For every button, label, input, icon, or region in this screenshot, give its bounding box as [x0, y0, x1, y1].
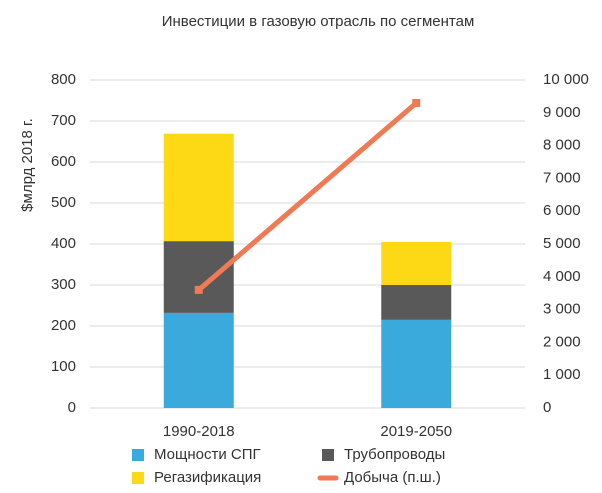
legend-label: Мощности СПГ: [154, 446, 261, 463]
y-tick-label: 700: [51, 112, 76, 129]
legend-swatch: [132, 449, 144, 461]
bar-segment: [163, 133, 234, 242]
y-tick-label: 400: [51, 235, 76, 252]
chart-title: Инвестиции в газовую отрасль по сегмента…: [162, 13, 475, 30]
y2-tick-label: 7 000: [543, 169, 581, 186]
line-marker: [412, 98, 421, 107]
x-tick-label: 2019-2050: [380, 423, 452, 440]
y2-tick-label: 1 000: [543, 366, 581, 383]
y2-tick-label: 4 000: [543, 268, 581, 285]
y-tick-label: 500: [51, 194, 76, 211]
y-tick-label: 100: [51, 358, 76, 375]
line-marker: [194, 285, 203, 294]
bar-segment: [163, 241, 234, 313]
y2-tick-label: 10 000: [543, 71, 589, 88]
y-tick-label: 600: [51, 153, 76, 170]
y-tick-label: 200: [51, 317, 76, 334]
bar-segment: [163, 312, 234, 408]
legend-swatch: [132, 472, 144, 484]
line: [197, 101, 418, 292]
y2-tick-label: 5 000: [543, 235, 581, 252]
y-tick-label: 300: [51, 276, 76, 293]
bar-segment: [381, 319, 452, 408]
y-tick-label: 800: [51, 71, 76, 88]
y2-tick-label: 3 000: [543, 301, 581, 318]
legend-label: Добыча (п.ш.): [344, 469, 441, 486]
y2-tick-label: 2 000: [543, 333, 581, 350]
legend-label: Трубопроводы: [344, 446, 445, 463]
x-tick-label: 1990-2018: [163, 423, 235, 440]
y2-tick-label: 8 000: [543, 137, 581, 154]
y2-tick-label: 9 000: [543, 104, 581, 121]
y-tick-label: 0: [68, 399, 76, 416]
legend-swatch: [322, 449, 334, 461]
bar-segment: [381, 285, 452, 320]
y-axis-label: $млрд 2018 г.: [19, 118, 36, 212]
y2-tick-label: 6 000: [543, 202, 581, 219]
bar-segment: [381, 241, 452, 285]
legend-label: Регазификация: [154, 469, 261, 486]
y2-tick-label: 0: [543, 399, 551, 416]
